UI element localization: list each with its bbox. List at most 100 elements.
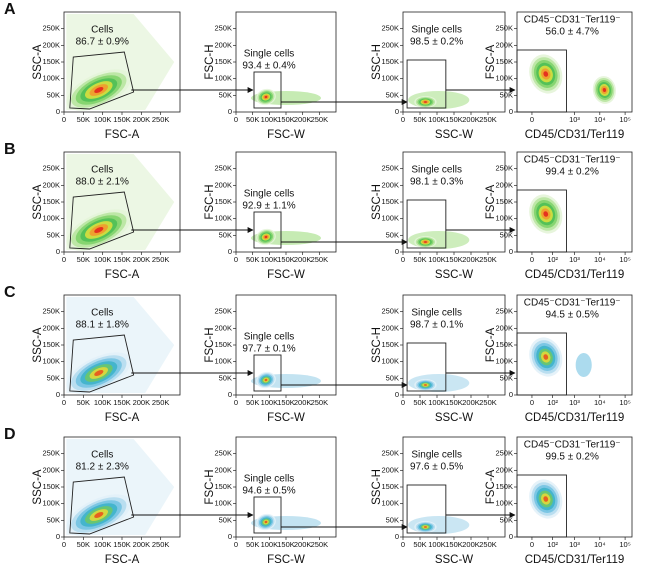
gate — [69, 51, 135, 110]
y-tick-label: 200K — [214, 180, 232, 189]
y-axis-label: SSC-H — [371, 184, 383, 220]
gate — [516, 49, 567, 113]
y-tick-label: 100K — [381, 499, 399, 508]
x-axis-label: FSC-W — [267, 269, 305, 281]
y-tick-label: 250K — [495, 307, 513, 316]
gate-name: Cells — [91, 450, 113, 461]
y-tick-label: 250K — [42, 164, 60, 173]
y-tick-label: 50K — [500, 373, 513, 382]
gate-name: Single cells — [244, 474, 295, 485]
gate-name: Single cells — [244, 332, 295, 343]
density-contour — [94, 227, 104, 233]
y-tick-label: 100K — [214, 74, 232, 83]
x-tick-label: 10⁴ — [594, 255, 606, 264]
x-tick-label: 0 — [234, 255, 238, 264]
y-tick-label: 50K — [386, 90, 399, 99]
y-tick-label: 200K — [214, 465, 232, 474]
gate-percent: 56.0 ± 4.7% — [546, 27, 599, 38]
y-tick-label: 0 — [56, 107, 60, 116]
x-axis-label: SSC-W — [435, 412, 473, 424]
density-contour — [423, 101, 428, 103]
x-tick-label: 250K — [152, 398, 170, 407]
y-tick-label: 150K — [42, 340, 60, 349]
x-axis-label: SSC-W — [435, 269, 473, 281]
gate-percent: 97.6 ± 0.5% — [410, 462, 463, 473]
x-tick-label: 100K — [261, 255, 279, 264]
x-tick-label: 250K — [311, 398, 329, 407]
gate-percent: 99.5 ± 0.2% — [546, 452, 599, 463]
x-tick-label: 0 — [530, 398, 534, 407]
gate — [406, 199, 447, 249]
y-tick-label: 100K — [381, 74, 399, 83]
gate-name: Single cells — [411, 308, 462, 319]
y-axis-label: FSC-H — [204, 184, 216, 219]
x-axis-label: FSC-W — [267, 412, 305, 424]
y-axis-label: FSC-A — [485, 469, 497, 504]
gate-name: CD45⁻CD31⁻Ter119⁻ — [524, 298, 621, 309]
x-axis-label: FSC-A — [105, 129, 140, 141]
plot-area — [408, 374, 470, 392]
x-tick-label: 50K — [77, 255, 90, 264]
density-contour — [94, 512, 104, 518]
x-tick-label: 10⁵ — [619, 115, 630, 124]
y-tick-label: 200K — [381, 40, 399, 49]
x-tick-label: 0 — [62, 540, 66, 549]
gate — [516, 474, 567, 538]
gate — [69, 334, 135, 393]
x-tick-label: 50K — [413, 540, 426, 549]
x-tick-label: 100K — [261, 540, 279, 549]
x-tick-label: 150K — [277, 540, 295, 549]
gate-name: CD45⁻CD31⁻Ter119⁻ — [524, 15, 621, 26]
gate-percent: 86.7 ± 0.9% — [76, 37, 129, 48]
x-tick-label: 50K — [413, 255, 426, 264]
x-tick-label: 50K — [413, 115, 426, 124]
y-tick-label: 50K — [500, 230, 513, 239]
x-tick-label: 200K — [133, 540, 151, 549]
x-axis-label: FSC-A — [105, 269, 140, 281]
y-tick-label: 100K — [42, 357, 60, 366]
x-tick-label: 100K — [428, 540, 446, 549]
y-tick-label: 200K — [381, 180, 399, 189]
x-tick-label: 250K — [311, 540, 329, 549]
panel-letter: A — [4, 1, 16, 18]
x-tick-label: 150K — [113, 255, 131, 264]
x-tick-label: 10⁵ — [619, 255, 630, 264]
y-tick-label: 200K — [42, 323, 60, 332]
y-tick-label: 250K — [214, 24, 232, 33]
gate-name: Single cells — [244, 49, 295, 60]
x-tick-label: 150K — [277, 398, 295, 407]
y-axis-label: FSC-A — [485, 327, 497, 362]
gate-name: Single cells — [244, 189, 295, 200]
x-tick-label: 10² — [547, 255, 558, 264]
x-tick-label: 150K — [113, 115, 131, 124]
y-tick-label: 100K — [495, 357, 513, 366]
y-tick-label: 150K — [214, 340, 232, 349]
y-tick-label: 0 — [395, 532, 399, 541]
panel-letter: D — [4, 426, 16, 443]
x-tick-label: 10⁵ — [619, 398, 630, 407]
gate-name: CD45⁻CD31⁻Ter119⁻ — [524, 155, 621, 166]
gate-percent: 98.7 ± 0.1% — [410, 320, 463, 331]
y-tick-label: 250K — [381, 307, 399, 316]
x-tick-label: 0 — [530, 115, 534, 124]
gate-name: Cells — [91, 25, 113, 36]
y-tick-label: 150K — [214, 482, 232, 491]
density-contour — [264, 520, 268, 524]
y-tick-label: 50K — [386, 230, 399, 239]
x-tick-label: 150K — [445, 255, 463, 264]
y-tick-label: 250K — [42, 307, 60, 316]
x-tick-label: 50K — [246, 398, 259, 407]
gate — [69, 476, 135, 535]
y-tick-label: 50K — [47, 515, 60, 524]
x-axis-label: CD45/CD31/Ter119 — [525, 269, 625, 281]
y-tick-label: 250K — [42, 449, 60, 458]
y-tick-label: 100K — [42, 499, 60, 508]
y-tick-label: 200K — [495, 323, 513, 332]
x-tick-label: 150K — [445, 540, 463, 549]
x-axis-label: CD45/CD31/Ter119 — [525, 412, 625, 424]
y-axis-label: SSC-H — [371, 469, 383, 505]
y-tick-label: 250K — [381, 449, 399, 458]
plot-area — [251, 513, 321, 531]
x-tick-label: 0 — [401, 540, 405, 549]
